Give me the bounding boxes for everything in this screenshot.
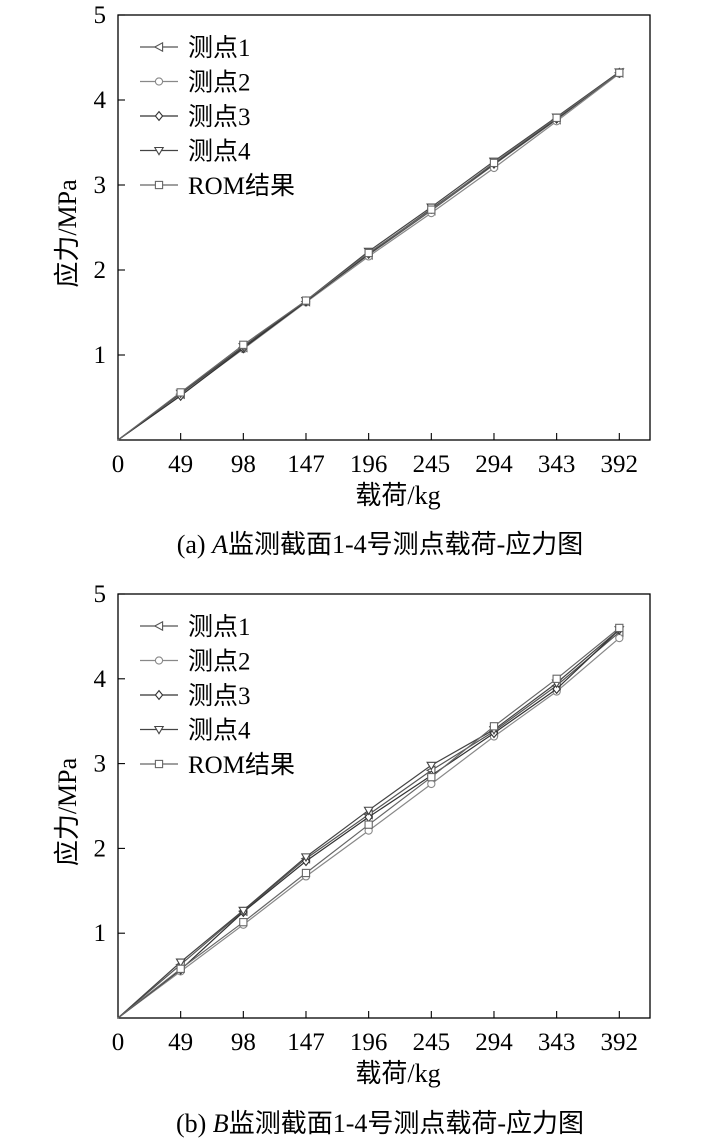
- legend-marker: [154, 110, 164, 122]
- legend-marker: [154, 180, 164, 190]
- data-point: [301, 868, 311, 878]
- data-point: [427, 779, 436, 789]
- data-point: [175, 958, 186, 968]
- data-point: [176, 964, 185, 973]
- legend-marker: [153, 146, 165, 156]
- x-tick-label: 245: [413, 1029, 451, 1056]
- x-tick-label: 0: [112, 1029, 125, 1056]
- x-tick-label: 98: [231, 451, 256, 478]
- plot-frame: [117, 14, 651, 441]
- data-point: [615, 633, 624, 643]
- y-tick-label: 1: [94, 342, 107, 369]
- legend-marker: [154, 77, 164, 86]
- x-tick-label: 49: [168, 1029, 193, 1056]
- y-tick-label: 4: [94, 87, 107, 114]
- legend-marker: [153, 41, 164, 53]
- x-tick-label: 49: [168, 451, 193, 478]
- legend-label: 测点3: [188, 682, 251, 710]
- x-tick-label: 294: [475, 451, 513, 478]
- data-point: [552, 113, 561, 122]
- data-point: [364, 820, 373, 829]
- legend-label: 测点2: [188, 69, 251, 97]
- y-axis-title: 应力/MPa: [53, 757, 82, 866]
- legend-label: 测点2: [188, 648, 251, 676]
- panel-b-chart: 0 49 98 147 196 245 294 343 392 1 2 3 4 5 载荷/kg 应力/MPa 测…: [53, 581, 651, 1088]
- y-tick-label: 5: [94, 581, 107, 608]
- data-point: [427, 205, 436, 214]
- x-axis-title: 载荷/kg: [355, 1059, 440, 1088]
- y-tick-label: 1: [94, 920, 107, 947]
- plot-frame: [117, 593, 651, 1019]
- legend-label: 测点4: [188, 138, 251, 166]
- data-point: [552, 674, 561, 683]
- data-point: [300, 853, 312, 863]
- x-tick-label: 98: [231, 1029, 256, 1056]
- data-point: [427, 773, 436, 782]
- data-point: [552, 683, 561, 695]
- data-point: [239, 918, 248, 927]
- legend-marker: [154, 759, 164, 769]
- legend-marker: [154, 689, 164, 701]
- data-point: [489, 158, 499, 168]
- y-tick-label: 2: [94, 257, 107, 284]
- legend-label: 测点3: [188, 103, 251, 131]
- y-tick-label: 3: [94, 172, 107, 199]
- data-point: [239, 340, 248, 349]
- legend-marker: [153, 725, 165, 735]
- x-tick-label: 294: [475, 1029, 513, 1056]
- data-point: [426, 761, 437, 771]
- x-tick-label: 343: [538, 451, 576, 478]
- y-tick-label: 4: [94, 666, 107, 693]
- legend-label: ROM结果: [188, 751, 295, 779]
- data-point: [364, 248, 373, 258]
- panel-a-chart: 0 49 98 147 196 245 294 343 392 1 2 3 4 5 载荷/kg 应力/MPa 测…: [53, 2, 651, 510]
- panel-a-caption: (a) A监测截面1-4号测点载荷-应力图: [177, 530, 584, 559]
- x-tick-label: 147: [287, 451, 325, 478]
- y-tick-label: 2: [94, 835, 107, 862]
- x-tick-label: 0: [112, 451, 125, 478]
- x-tick-label: 392: [601, 1029, 639, 1056]
- data-point: [176, 388, 185, 397]
- x-tick-label: 147: [287, 1029, 325, 1056]
- x-tick-label: 196: [350, 1029, 388, 1056]
- x-axis-title: 载荷/kg: [355, 481, 440, 510]
- legend-label: 测点1: [188, 34, 251, 62]
- data-point: [301, 296, 311, 305]
- data-point: [489, 722, 499, 731]
- y-tick-label: 3: [94, 751, 107, 778]
- x-tick-label: 392: [601, 451, 639, 478]
- legend-label: ROM结果: [188, 172, 295, 200]
- data-point: [615, 68, 624, 77]
- panel-b-caption: (b) B监测截面1-4号测点载荷-应力图: [176, 1109, 584, 1138]
- x-tick-label: 196: [350, 451, 388, 478]
- data-point: [615, 623, 624, 633]
- legend-label: 测点1: [188, 613, 251, 641]
- legend-marker: [154, 656, 164, 665]
- y-tick-label: 5: [94, 2, 107, 29]
- data-point: [238, 906, 249, 916]
- legend-label: 测点4: [188, 717, 251, 745]
- data-point: [363, 806, 374, 816]
- x-tick-label: 245: [413, 451, 451, 478]
- y-axis-title: 应力/MPa: [53, 179, 82, 288]
- x-tick-label: 343: [538, 1029, 576, 1056]
- legend-marker: [153, 620, 164, 632]
